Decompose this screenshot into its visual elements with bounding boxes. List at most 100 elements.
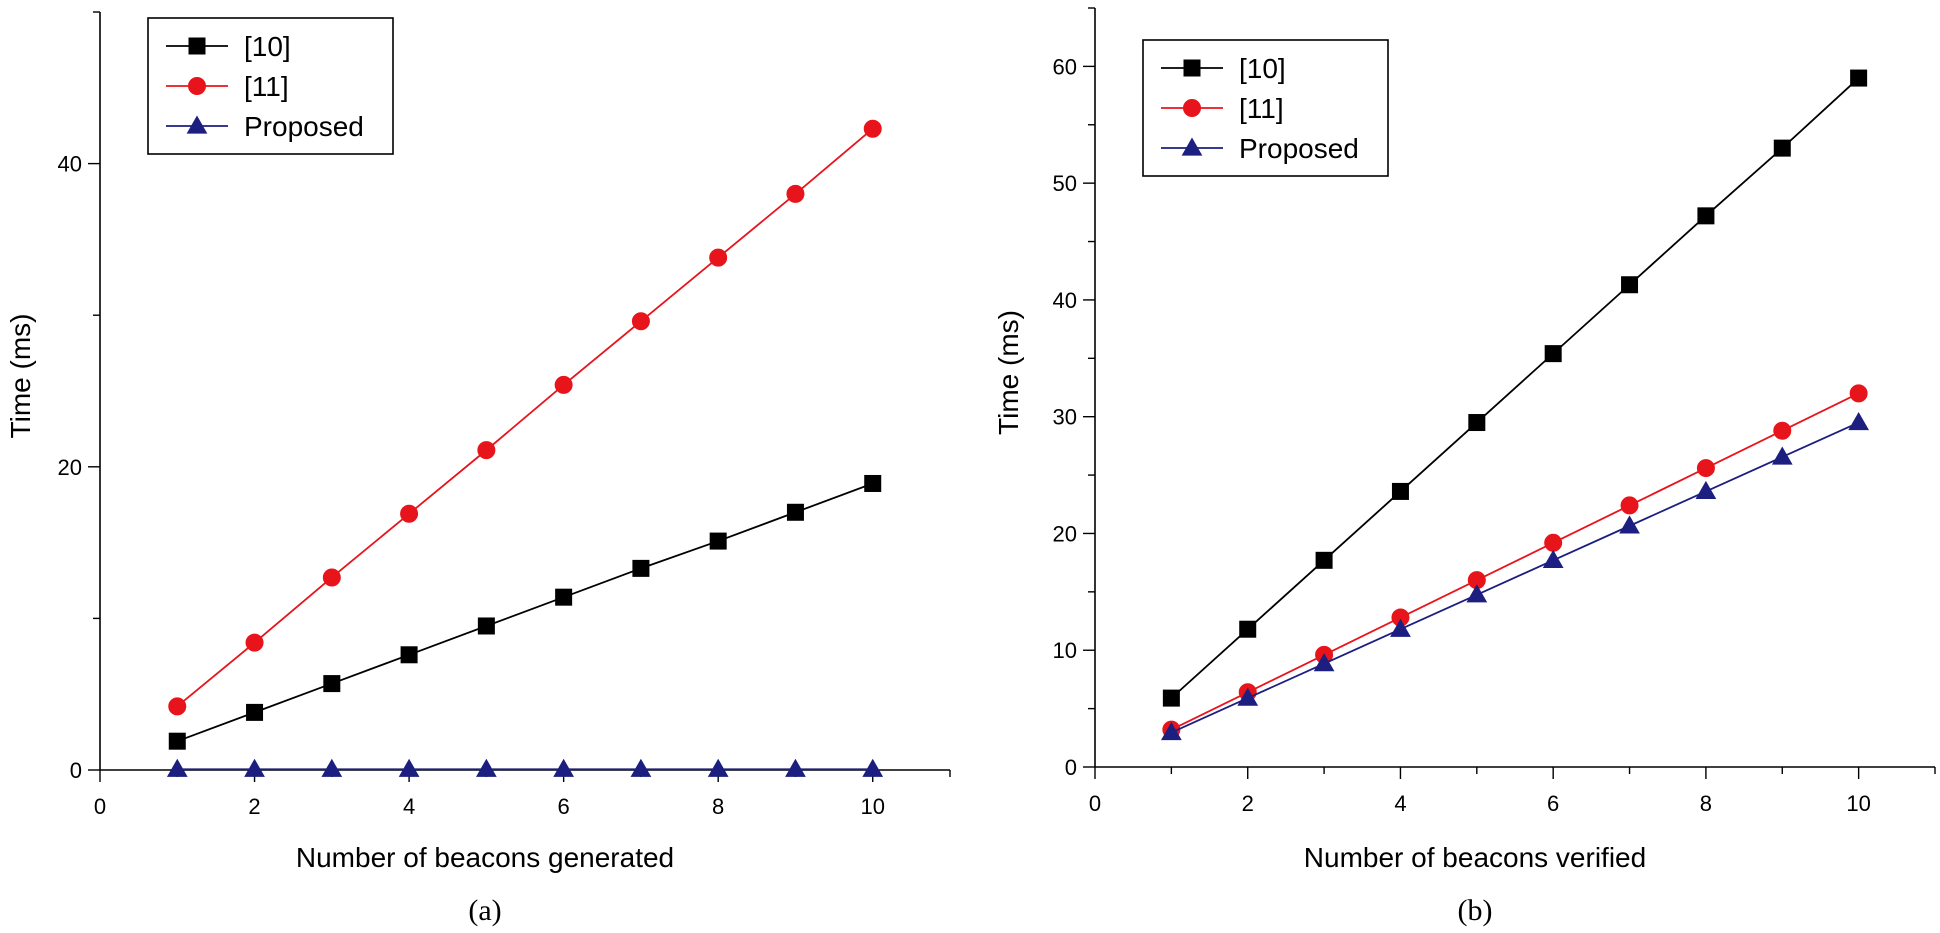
data-point: [1773, 421, 1792, 440]
data-point: [554, 375, 573, 394]
x-tick-label: 0: [1089, 791, 1101, 816]
y-tick-label: 30: [1053, 405, 1077, 430]
panel-caption: (a): [468, 894, 501, 927]
data-point: [168, 732, 186, 750]
x-axis-title: Number of beacons verified: [1304, 842, 1646, 873]
data-point: [1544, 533, 1563, 552]
series-line: [176, 482, 874, 743]
data-point: [477, 441, 496, 460]
y-tick-label: 0: [70, 758, 82, 783]
series-line: [176, 128, 874, 708]
data-point: [1773, 139, 1791, 157]
data-point: [1542, 549, 1564, 568]
series-10: [168, 474, 882, 750]
legend: [10] [11] Proposed: [1142, 39, 1389, 177]
legend-label: [11]: [1239, 93, 1284, 124]
data-point: [709, 532, 727, 550]
data-point: [166, 758, 188, 777]
data-point: [862, 758, 884, 777]
y-tick-label: 10: [1053, 638, 1077, 663]
series-line: [1170, 421, 1860, 734]
y-tick-label: 40: [1053, 288, 1077, 313]
data-point: [1621, 276, 1639, 294]
data-point: [477, 617, 495, 635]
data-point: [244, 758, 265, 777]
data-point: [1161, 722, 1182, 741]
data-point: [1544, 345, 1562, 363]
x-tick-label: 10: [860, 794, 884, 819]
legend-marker: [1183, 99, 1201, 117]
data-point: [555, 588, 573, 606]
data-point: [246, 703, 264, 721]
data-point: [400, 646, 418, 664]
data-point: [786, 503, 804, 521]
x-tick-label: 8: [712, 794, 724, 819]
y-tick-label: 60: [1053, 54, 1077, 79]
data-point: [1771, 446, 1793, 465]
x-tick-label: 2: [1242, 791, 1254, 816]
data-point: [322, 568, 341, 587]
data-point: [1391, 482, 1409, 500]
data-point: [476, 758, 497, 777]
y-tick-label: 50: [1053, 171, 1077, 196]
data-point: [400, 504, 419, 523]
data-point: [631, 312, 650, 331]
data-point: [1468, 414, 1486, 432]
data-point: [1697, 207, 1715, 225]
series-line: [1170, 392, 1860, 731]
data-point: [1620, 496, 1639, 515]
data-point: [1390, 618, 1411, 637]
y-tick-label: 0: [1065, 755, 1077, 780]
legend-marker: [188, 37, 206, 55]
data-point: [168, 697, 187, 716]
series-10: [1162, 69, 1868, 707]
legend-label: Proposed: [244, 111, 364, 142]
legend-marker: [1183, 59, 1201, 77]
data-point: [321, 758, 343, 777]
data-point: [323, 675, 341, 693]
data-point: [864, 474, 882, 492]
legend-marker: [1181, 137, 1203, 156]
data-point: [1162, 689, 1180, 707]
series-proposed: [1161, 412, 1869, 741]
legend-label: [10]: [244, 31, 291, 62]
x-tick-label: 6: [558, 794, 570, 819]
y-tick-label: 20: [58, 455, 82, 480]
data-point: [1695, 480, 1717, 500]
x-tick-label: 0: [94, 794, 106, 819]
legend-marker: [186, 115, 208, 134]
data-point: [1848, 412, 1869, 431]
data-point: [553, 758, 574, 777]
x-tick-label: 6: [1547, 791, 1559, 816]
series-11: [1162, 384, 1868, 739]
data-point: [1237, 687, 1259, 706]
data-point: [245, 633, 264, 652]
x-tick-label: 2: [248, 794, 260, 819]
data-point: [785, 758, 806, 777]
x-tick-label: 4: [1394, 791, 1406, 816]
x-axis-title: Number of beacons generated: [296, 842, 674, 873]
legend-marker: [188, 77, 206, 95]
x-tick-label: 8: [1700, 791, 1712, 816]
data-point: [632, 559, 650, 577]
data-point: [1239, 620, 1257, 638]
chart-panel-a: 0 2 4 6 8 10 0 20 40 Number of beacons generated T…: [5, 11, 951, 927]
data-point: [1849, 384, 1868, 403]
chart-panel-b: 0 2 4 6 8 10 0 10 20 30 40 50 60 Number of beacons ve…: [993, 7, 1936, 927]
data-point: [707, 758, 729, 777]
legend-label: Proposed: [1239, 133, 1359, 164]
x-tick-label: 4: [403, 794, 415, 819]
x-tick-label: 10: [1846, 791, 1870, 816]
legend-label: [10]: [1239, 53, 1286, 84]
panel-caption: (b): [1458, 894, 1493, 927]
data-point: [630, 758, 652, 777]
y-tick-label: 20: [1053, 521, 1077, 546]
data-point: [1696, 459, 1715, 478]
data-point: [709, 248, 728, 267]
legend-label: [11]: [244, 71, 289, 102]
y-axis-title: Time (ms): [993, 310, 1024, 435]
series-11: [168, 119, 882, 716]
data-point: [1619, 515, 1640, 534]
data-point: [1315, 551, 1333, 569]
